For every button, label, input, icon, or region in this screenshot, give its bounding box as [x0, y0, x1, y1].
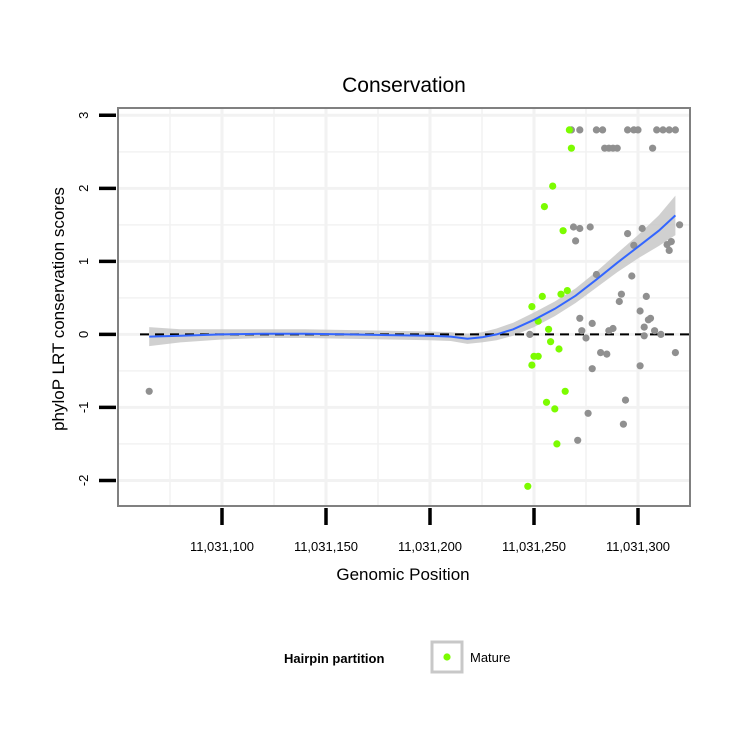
x-tick-label: 11,031,200	[398, 539, 462, 554]
plot-panel-border	[117, 107, 691, 507]
data-point-other	[624, 230, 632, 238]
y-axis-title: phyloP LRT conservation scores	[49, 187, 68, 431]
data-point-mature	[567, 144, 576, 152]
data-point-other	[584, 409, 592, 417]
data-point-other	[642, 292, 650, 300]
data-point-mature	[524, 482, 532, 490]
data-point-other	[653, 126, 661, 134]
x-axis-title: Genomic Position	[336, 565, 469, 584]
data-point-mature	[528, 303, 536, 311]
data-point-other	[624, 126, 632, 134]
legend: Hairpin partition Mature	[284, 640, 510, 674]
data-point-mature	[561, 387, 569, 395]
axes-layer: -2 -1 0 1 2 3 11,031,100 11,031,150 11,031,200 11…	[76, 112, 670, 554]
y-tick-label: 3	[76, 112, 91, 119]
chart-title: Conservation	[342, 74, 466, 97]
data-point-mature	[542, 398, 551, 406]
data-point-other	[665, 246, 673, 254]
data-point-other	[676, 221, 684, 229]
data-point-other	[638, 224, 646, 233]
data-point-mature	[538, 292, 546, 300]
y-tick-label: 2	[76, 185, 91, 192]
data-point-other	[671, 349, 680, 357]
x-tick-label: 11,031,150	[294, 539, 358, 554]
data-point-other	[586, 223, 594, 231]
data-point-other	[526, 330, 534, 338]
data-point-other	[592, 126, 601, 134]
data-point-other	[640, 323, 648, 331]
grid-lines	[118, 108, 691, 506]
data-point-other	[628, 272, 636, 280]
data-point-other	[646, 314, 655, 322]
data-point-other	[651, 327, 659, 335]
data-point-mature	[551, 405, 559, 413]
data-point-other	[630, 241, 638, 249]
data-point-other	[636, 362, 644, 370]
data-point-other	[603, 350, 611, 358]
data-point-other	[671, 126, 680, 134]
smooth-fit-line	[149, 214, 677, 340]
data-point-other	[615, 297, 623, 306]
data-point-other	[145, 387, 153, 395]
data-point-mature	[540, 203, 549, 211]
data-point-other	[588, 319, 596, 327]
data-point-other	[665, 126, 673, 134]
y-tick-label: -2	[76, 475, 91, 487]
data-point-mature	[555, 345, 563, 353]
data-point-other	[578, 327, 586, 335]
x-tick-label: 11,031,300	[606, 539, 670, 554]
data-point-other	[613, 144, 621, 152]
data-point-other	[649, 144, 657, 152]
data-point-other	[640, 332, 648, 340]
data-point-mature	[547, 338, 555, 346]
data-point-mature	[528, 361, 536, 369]
y-tick-label: -1	[76, 402, 91, 414]
data-point-other	[576, 224, 584, 233]
data-point-other	[609, 324, 617, 333]
data-point-mature	[559, 227, 567, 235]
data-point-other	[599, 126, 607, 134]
data-point-mature	[563, 287, 571, 295]
data-point-other	[569, 223, 578, 231]
data-point-mature	[545, 325, 553, 333]
data-point-other	[619, 420, 628, 428]
data-point-other	[582, 334, 590, 342]
data-point-other	[576, 126, 584, 134]
data-point-other	[588, 365, 596, 373]
y-tick-label: 0	[76, 331, 91, 338]
data-point-mature	[565, 126, 574, 134]
data-point-other	[621, 396, 630, 404]
data-point-other	[659, 126, 667, 134]
smooth-line-layer	[149, 214, 677, 340]
data-point-other	[597, 349, 605, 357]
legend-key-mature-point	[443, 653, 451, 661]
data-point-other	[636, 307, 644, 315]
confidence-ribbon	[149, 195, 676, 347]
data-point-other	[617, 290, 626, 298]
x-tick-label: 11,031,100	[190, 539, 254, 554]
data-point-mature	[534, 352, 542, 360]
data-point-mature	[557, 290, 565, 298]
data-point-mature	[549, 182, 557, 190]
confidence-ribbon-layer	[149, 195, 676, 347]
points-layer	[145, 126, 684, 490]
data-point-other	[667, 238, 675, 246]
data-point-other	[572, 237, 580, 245]
data-point-other	[576, 314, 584, 322]
y-tick-label: 1	[76, 258, 91, 265]
legend-title: Hairpin partition	[284, 651, 384, 666]
data-point-other	[574, 436, 582, 444]
data-point-other	[657, 330, 665, 338]
data-point-other	[634, 126, 642, 134]
x-tick-label: 11,031,250	[502, 539, 566, 554]
data-point-other	[592, 270, 601, 279]
data-point-mature	[553, 440, 561, 448]
legend-label-mature: Mature	[470, 650, 510, 665]
